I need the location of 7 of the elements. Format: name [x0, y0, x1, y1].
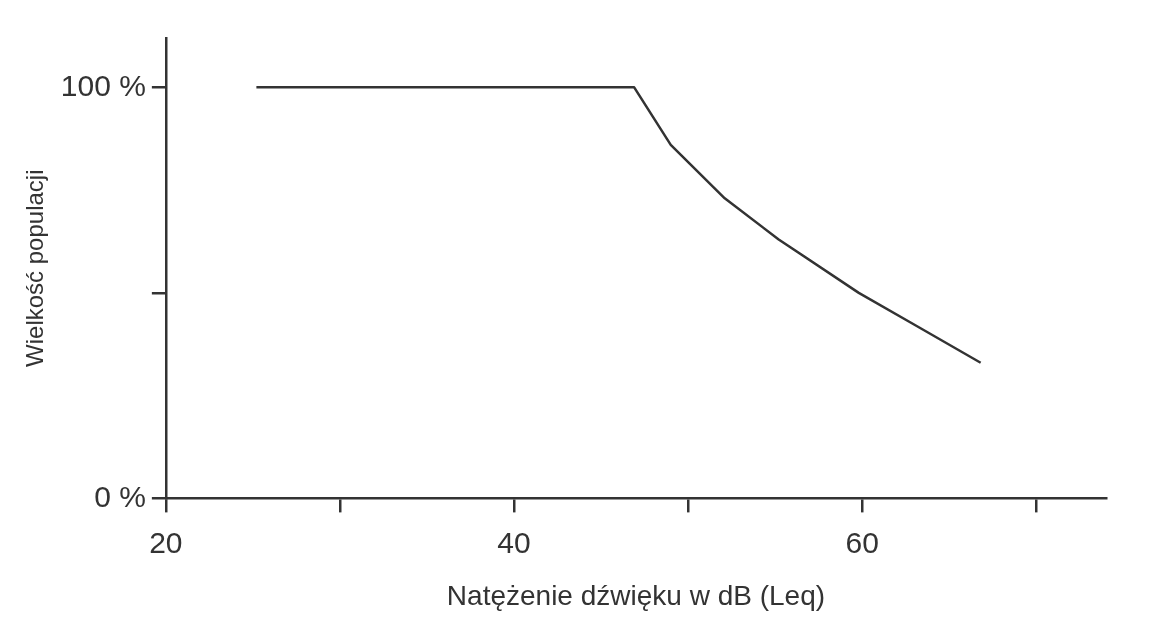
x-axis-title: Natężenie dźwięku w dB (Leq)	[446, 579, 826, 611]
y-tick-label: 100 %	[60, 68, 146, 102]
x-tick-label: 60	[845, 525, 879, 559]
y-tick-label: 0 %	[94, 479, 146, 513]
y-axis-title: Wielkość populacji	[21, 169, 49, 367]
x-tick-label: 40	[497, 525, 531, 559]
x-tick-label: 20	[149, 525, 183, 559]
